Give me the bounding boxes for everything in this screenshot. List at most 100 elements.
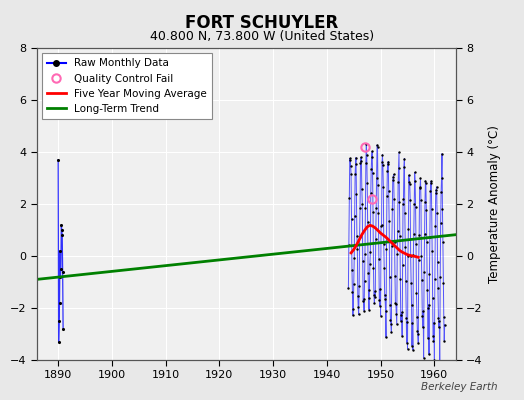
Point [57, 266, 65, 272]
Point [439, 238, 447, 245]
Point [355, 282, 363, 289]
Point [420, 231, 429, 237]
Point [374, 210, 383, 216]
Point [412, 241, 420, 247]
Point [425, 351, 433, 358]
Point [349, 306, 357, 312]
Point [438, 150, 446, 157]
Point [440, 338, 449, 344]
Point [54, 156, 62, 163]
Point [401, 278, 410, 284]
Point [389, 174, 397, 180]
Point [374, 182, 382, 188]
Point [401, 244, 409, 250]
Point [352, 191, 361, 197]
Point [422, 206, 431, 213]
Point [345, 242, 353, 249]
Point [427, 178, 435, 184]
Point [364, 219, 372, 226]
Point [401, 210, 409, 216]
Point [345, 155, 354, 162]
Point [380, 291, 389, 298]
Point [347, 216, 356, 222]
Point [381, 296, 389, 302]
Point [386, 302, 394, 308]
Point [352, 160, 360, 167]
Point [400, 155, 409, 162]
Point [376, 302, 384, 309]
Point [387, 329, 396, 336]
Point [422, 180, 430, 187]
Point [361, 205, 369, 212]
Point [424, 335, 432, 342]
Point [358, 201, 366, 207]
Point [390, 238, 399, 245]
Point [373, 142, 381, 148]
Point [404, 226, 412, 232]
Point [386, 317, 395, 324]
Text: Berkeley Earth: Berkeley Earth [421, 382, 498, 392]
Point [354, 293, 362, 299]
Point [390, 196, 398, 203]
Point [356, 205, 364, 212]
Point [381, 308, 390, 314]
Point [391, 300, 400, 306]
Point [363, 180, 372, 186]
Point [379, 162, 387, 168]
Point [360, 308, 368, 314]
Point [395, 149, 403, 156]
Point [433, 258, 442, 265]
Point [358, 186, 366, 192]
Point [369, 265, 378, 271]
Point [370, 300, 378, 307]
Point [431, 223, 440, 229]
Point [391, 301, 400, 307]
Point [420, 269, 428, 276]
Point [385, 218, 394, 224]
Point [398, 309, 406, 316]
Point [392, 310, 400, 317]
Point [394, 179, 402, 186]
Point [373, 143, 381, 150]
Point [428, 248, 436, 254]
Point [357, 154, 365, 160]
Point [402, 340, 411, 346]
Point [395, 199, 403, 206]
Point [376, 286, 385, 292]
Point [350, 281, 358, 287]
Point [377, 221, 386, 228]
Point [383, 246, 391, 252]
Point [393, 250, 401, 257]
Point [413, 313, 421, 320]
Point [406, 196, 414, 203]
Point [356, 160, 365, 166]
Point [391, 273, 399, 279]
Point [362, 160, 370, 166]
Point [440, 314, 448, 320]
Point [367, 154, 376, 160]
Point [384, 158, 392, 165]
Point [423, 305, 432, 311]
Point [59, 268, 67, 275]
Point [58, 232, 67, 238]
Text: FORT SCHUYLER: FORT SCHUYLER [185, 14, 339, 32]
Point [364, 270, 372, 276]
Point [372, 236, 380, 242]
Point [367, 190, 375, 196]
Point [408, 343, 416, 349]
Point [344, 285, 353, 291]
Point [402, 315, 410, 322]
Point [59, 326, 67, 332]
Point [398, 333, 406, 339]
Point [430, 356, 439, 363]
Point [438, 206, 446, 212]
Point [373, 174, 381, 181]
Point [368, 148, 376, 155]
Point [438, 174, 446, 181]
Point [415, 232, 423, 238]
Point [388, 177, 397, 183]
Point [351, 213, 359, 220]
Point [383, 168, 391, 174]
Point [411, 178, 419, 184]
Point [378, 159, 386, 165]
